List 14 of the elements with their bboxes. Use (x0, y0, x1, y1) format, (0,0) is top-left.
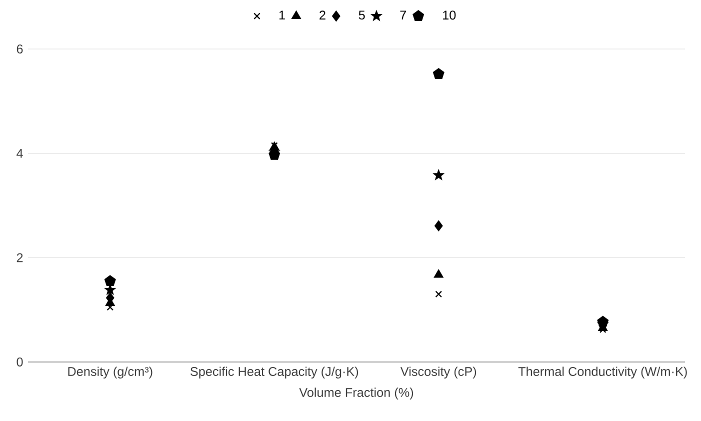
legend-label: 1 (279, 10, 285, 20)
legend-label: 7 (400, 10, 406, 20)
legend-label: 5 (358, 10, 365, 20)
y-tick-label: 6 (16, 44, 23, 54)
legend-label: 2 (320, 10, 326, 20)
y-tick-label: 2 (16, 253, 23, 262)
x-tick-label: Viscosity (cP) (400, 366, 476, 379)
x-tick-label: Density (g/cm³) (68, 366, 152, 379)
y-tick-label: 4 (16, 148, 23, 158)
legend-label: 10 (443, 10, 456, 20)
x-axis-title: Volume Fraction (%) (299, 388, 414, 400)
x-tick-label: Thermal Conductivity (W/m·K) (518, 366, 687, 379)
x-tick-label: Specific Heat Capacity (J/g·K) (190, 366, 358, 379)
y-tick-label: 0 (16, 358, 23, 366)
